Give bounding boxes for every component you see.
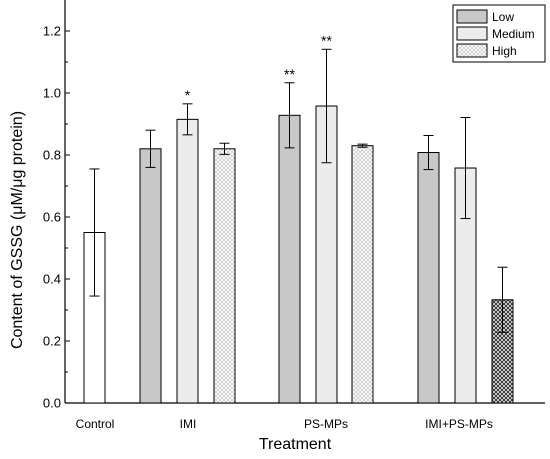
significance-mark-imi-medium: *	[185, 87, 191, 103]
plot-area: 0.00.20.40.60.81.01.2*****Control IMI PS-M…	[43, 0, 545, 431]
y-tick-label: 0.0	[43, 396, 61, 411]
legend-swatch-medium	[456, 26, 488, 41]
bar-imi-medium	[176, 118, 199, 404]
legend-label-high: High	[492, 44, 517, 58]
legend-swatch-high	[456, 43, 488, 58]
bar-imi-low	[139, 148, 162, 404]
y-tick-label: 1.0	[43, 86, 61, 101]
y-tick-label: 0.2	[43, 334, 61, 349]
x-category-label: PS-MPs	[304, 417, 348, 431]
x-axis-title: Treatment	[259, 436, 332, 453]
y-tick-label: 1.2	[43, 24, 61, 39]
legend-label-medium: Medium	[492, 27, 535, 41]
x-category-label: IMI+PS-MPs	[425, 417, 493, 431]
legend-swatch-low	[456, 9, 488, 24]
y-tick-label: 0.8	[43, 148, 61, 163]
significance-mark-ps-mps-medium: **	[321, 32, 332, 48]
x-category-label: Control	[76, 417, 115, 431]
significance-mark-ps-mps-low: **	[284, 66, 295, 82]
bar-ps-mps-low	[278, 114, 301, 404]
y-tick-label: 0.4	[43, 272, 61, 287]
y-axis-title: Content of GSSG (μM/μg protein)	[9, 111, 26, 349]
y-tick-label: 0.6	[43, 210, 61, 225]
legend: Low Medium High	[452, 4, 546, 63]
legend-label-low: Low	[492, 10, 514, 24]
bar-imi-ps-mps-low	[417, 152, 440, 404]
bar-imi-high	[213, 148, 236, 404]
bar-ps-mps-high	[351, 145, 374, 404]
x-category-label: IMI	[180, 417, 197, 431]
